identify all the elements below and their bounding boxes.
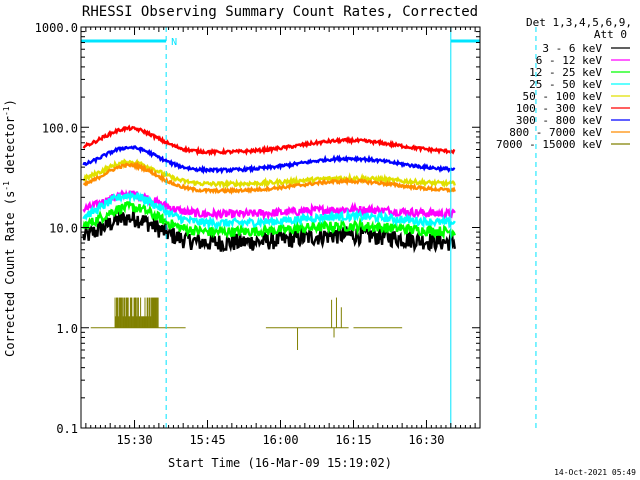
y-tick-label: 0.1 bbox=[56, 422, 78, 436]
legend-attenuator: Att 0 bbox=[594, 28, 627, 41]
legend-label: 50 - 100 keV bbox=[523, 90, 603, 103]
legend-label: 6 - 12 keV bbox=[536, 54, 603, 67]
x-tick-label: 15:30 bbox=[116, 433, 152, 447]
chart-title: RHESSI Observing Summary Count Rates, Co… bbox=[82, 4, 478, 20]
legend-label: 25 - 50 keV bbox=[529, 78, 602, 91]
y-tick-label: 1.0 bbox=[56, 322, 78, 336]
x-tick-label: 16:00 bbox=[262, 433, 298, 447]
series-line bbox=[82, 190, 456, 231]
night-flag-label: N bbox=[171, 37, 177, 48]
series-line bbox=[82, 210, 456, 254]
y-axis-ticks: 1000.0 100.0 10.0 1.0 0.1 bbox=[35, 21, 480, 436]
y-axis-label: Corrected Count Rate (s-1 detector-1) bbox=[2, 99, 17, 357]
legend-label: 300 - 800 keV bbox=[516, 114, 602, 127]
series-layer bbox=[82, 124, 456, 350]
legend-label: 12 - 25 keV bbox=[529, 66, 602, 79]
legend-label: 800 - 7000 keV bbox=[509, 126, 602, 139]
legend-label: 7000 - 15000 keV bbox=[496, 138, 602, 151]
x-axis-ticks: 15:30 15:45 16:00 16:15 16:30 bbox=[85, 27, 481, 447]
night-intervals: N bbox=[81, 27, 537, 428]
series-line bbox=[82, 145, 456, 175]
x-tick-label: 15:45 bbox=[189, 433, 225, 447]
x-tick-label: 16:15 bbox=[335, 433, 371, 447]
legend-label: 3 - 6 keV bbox=[542, 42, 602, 55]
y-tick-label: 10.0 bbox=[49, 222, 78, 236]
x-axis-label: Start Time (16-Mar-09 15:19:02) bbox=[168, 456, 392, 470]
footer-timestamp: 14-Oct-2021 05:49 bbox=[554, 468, 636, 477]
x-tick-label: 16:30 bbox=[408, 433, 444, 447]
series-line bbox=[83, 160, 456, 195]
legend-label: 100 - 300 keV bbox=[516, 102, 602, 115]
legend-detectors: Det 1,3,4,5,6,9, bbox=[526, 16, 632, 29]
series-line bbox=[82, 124, 456, 157]
y-tick-label: 1000.0 bbox=[35, 21, 78, 35]
series-line bbox=[82, 199, 456, 240]
y-tick-label: 100.0 bbox=[42, 121, 78, 135]
